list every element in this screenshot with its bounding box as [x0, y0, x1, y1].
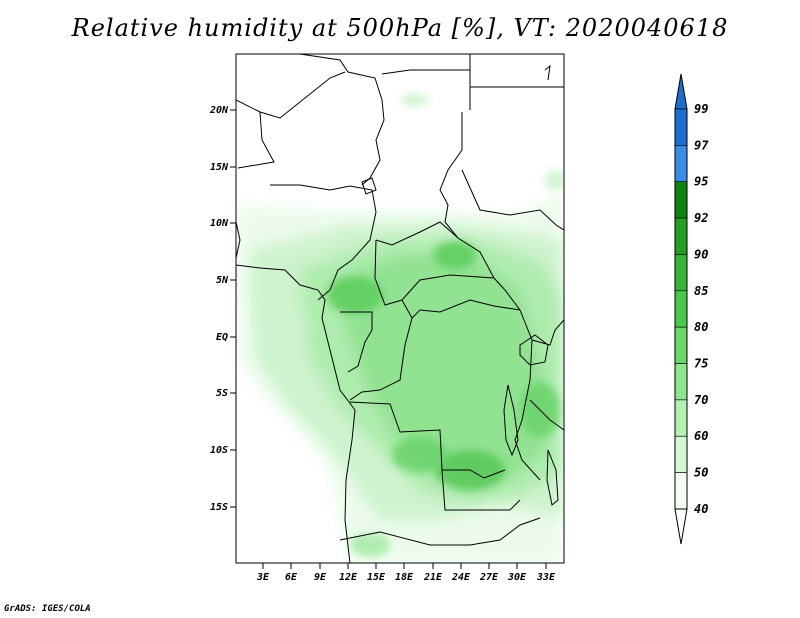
colorbar-label: 70: [694, 393, 708, 407]
colorbar-segment: [674, 472, 688, 510]
humidity-core-g: [401, 94, 429, 106]
coast-gulf-guinea: [236, 221, 241, 259]
colorbar-label: 92: [694, 211, 708, 225]
lat-label: 5S: [216, 388, 228, 399]
border-congo-drc: [349, 317, 413, 401]
colorbar-segment: [674, 363, 688, 401]
lat-label: EQ: [216, 332, 228, 343]
lat-label: 5N: [216, 275, 229, 286]
lon-label: 18E: [395, 572, 414, 583]
lon-label: 27E: [479, 572, 499, 583]
colorbar-bottom-arrow: [674, 508, 688, 545]
colorbar-label: 99: [694, 102, 708, 116]
colorbar-label: 97: [694, 138, 709, 152]
humidity-core-b: [433, 241, 477, 269]
border-mali-niger: [237, 111, 275, 169]
latitude-axis: 20N 15N 10N 5N EQ 5S 10S 15S: [209, 105, 236, 513]
lat-label: 10N: [210, 218, 229, 229]
map-frame: [235, 53, 565, 564]
lon-label: 12E: [339, 572, 358, 583]
border-chad-sudan: [439, 112, 495, 279]
lon-label: 30E: [507, 572, 527, 583]
colorbar-label: 80: [694, 320, 708, 334]
colorbar-segment: [674, 326, 688, 364]
colorbar-segment: [674, 290, 688, 328]
border-angola-zambia: [441, 469, 521, 511]
colorbar-label: 50: [694, 466, 708, 480]
colorbar-label: 85: [694, 284, 708, 298]
lon-label: 21E: [423, 572, 443, 583]
map-title: Relative humidity at 500hPa [%], VT: 202…: [71, 14, 729, 42]
border-libya-chad: [381, 69, 471, 110]
border-uganda-kenya: [531, 319, 564, 346]
lake-chad: [361, 177, 377, 195]
colorbar-top-arrow: [674, 73, 688, 110]
border-chad-car: [375, 221, 459, 246]
coast-west-africa: [236, 264, 356, 563]
border-nigeria-cameroon: [317, 211, 377, 301]
lake-victoria: [519, 334, 549, 366]
lat-label: 20N: [209, 105, 229, 116]
lon-label: 24E: [451, 572, 471, 583]
colorbar-label: 40: [694, 502, 708, 516]
humidity-core-d: [392, 437, 448, 473]
border-cameroon-car: [374, 239, 521, 311]
colorbar-segment: [674, 217, 688, 255]
border-zambia-south: [469, 517, 541, 546]
humidity-zone-80: [330, 255, 545, 490]
humidity-field: [236, 94, 564, 563]
lon-label: 6E: [285, 572, 298, 583]
colorbar-segment: [674, 181, 688, 219]
colorbar-label: 95: [694, 175, 708, 189]
lon-label: 33E: [536, 572, 556, 583]
border-algeria-mali: [236, 71, 346, 119]
lon-label: 15E: [367, 572, 386, 583]
border-gabon-congo: [340, 311, 373, 373]
lat-label: 15N: [210, 162, 229, 173]
colorbar-label: 60: [694, 429, 708, 443]
border-sudan-south-sudan: [461, 169, 564, 231]
border-drc-angola: [349, 401, 506, 479]
longitude-axis: 3E 6E 9E 12E 15E 18E 21E 24E 27E 30E 33E: [256, 563, 556, 583]
footer-credit: GrADS: IGES/COLA: [4, 604, 91, 614]
colorbar: 99 97 95 92 90 85 80 75 70 60 50 40: [674, 73, 709, 545]
border-angola-namibia: [339, 531, 470, 546]
lake-tanganyika: [503, 384, 519, 457]
border-niger-nigeria: [270, 184, 377, 213]
colorbar-label: 90: [694, 247, 708, 261]
humidity-core-f: [350, 533, 390, 557]
colorbar-segment: [674, 254, 688, 292]
humidity-core-h: [545, 170, 564, 190]
lat-label: 10S: [210, 445, 228, 456]
border-algeria-niger: [299, 54, 385, 186]
colorbar-segment: [674, 399, 688, 437]
lon-label: 3E: [256, 572, 270, 583]
colorbar-segment: [674, 435, 688, 473]
colorbar-segment: [674, 108, 688, 146]
nile-east-coast: [544, 64, 551, 81]
lake-malawi: [546, 449, 559, 506]
lat-label: 15S: [210, 502, 228, 513]
humidity-core-a: [327, 277, 383, 313]
border-tanzania: [529, 399, 564, 431]
political-borders: [236, 54, 564, 563]
colorbar-label: 75: [694, 357, 708, 371]
lon-label: 9E: [314, 572, 327, 583]
colorbar-segment: [674, 145, 688, 183]
